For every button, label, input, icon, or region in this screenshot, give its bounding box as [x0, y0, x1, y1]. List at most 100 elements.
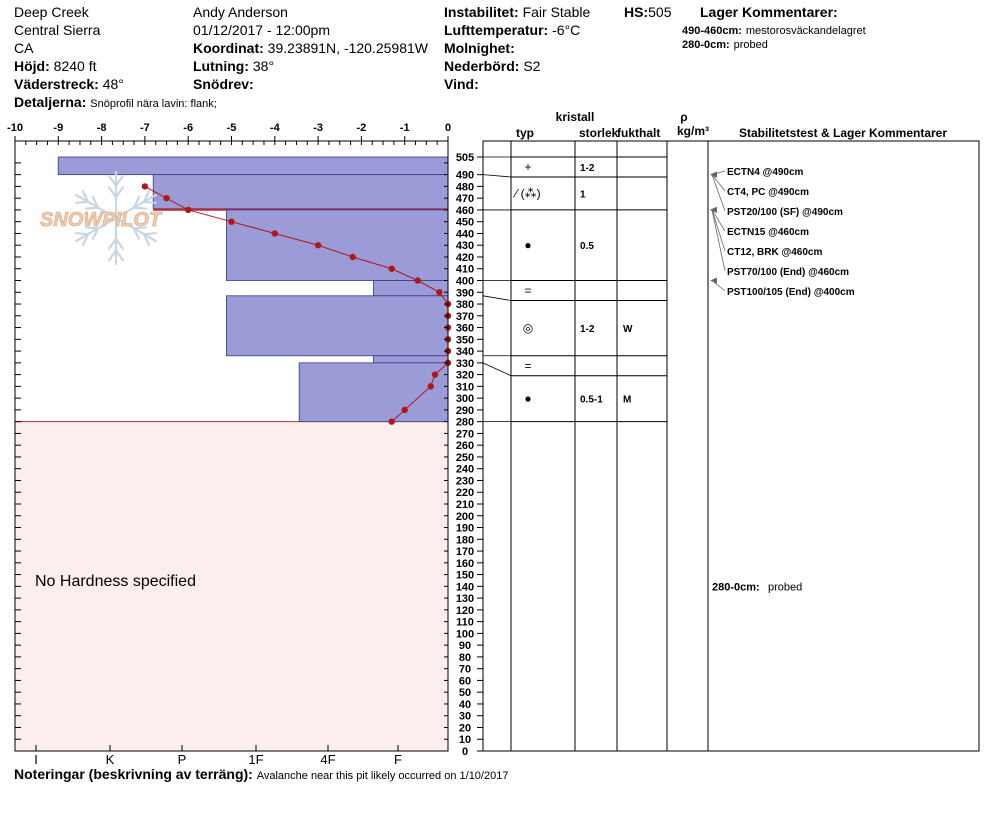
depth-label: 20	[459, 722, 471, 734]
depth-label: 80	[459, 652, 471, 664]
crystal-size: 1	[580, 189, 586, 200]
table-headers: kristall typ storlek fukthalt ρ kg/m³ St…	[516, 110, 947, 140]
depth-label: 280	[456, 417, 474, 429]
sky-label: Molnighet:	[444, 40, 515, 56]
layer-comment-2: 280-0cm: probed	[682, 36, 768, 52]
hardness-bar	[225, 295, 449, 357]
depth-label: 140	[456, 581, 474, 593]
snowflake-branch	[142, 233, 151, 247]
snowflake-arm	[75, 216, 118, 243]
snowflake-branch	[108, 249, 118, 262]
details-value: Snöprofil nära lavin: flank;	[90, 98, 217, 110]
temperature-point	[427, 383, 434, 390]
layer-comment-range: 490-460cm:	[682, 25, 742, 37]
snowflake-branch	[114, 249, 124, 262]
snowflake-branch	[132, 195, 141, 209]
axes: -10 -9 -8 -7 -6 -5 -4 -3 -2 -1 0I K P 1F 4F F5054904804…	[7, 122, 483, 767]
air-temperature: Lufttemperatur: -6°C	[444, 22, 580, 39]
stability-test: ECTN4 @490cm	[727, 167, 804, 178]
depth-label: 300	[456, 393, 474, 405]
no-hardness-label: No Hardness specified	[35, 573, 196, 590]
region: Central Sierra	[14, 22, 101, 38]
snowflake-branch	[81, 233, 90, 247]
temp-tick-label: -4	[270, 122, 281, 134]
hardness-tick-label: F	[394, 752, 402, 767]
precip-value: S2	[523, 58, 541, 74]
depth-label: 10	[459, 734, 471, 746]
crystal-header: kristall	[556, 110, 595, 124]
hs: HS:505	[624, 4, 671, 21]
snowflake-branch	[108, 186, 118, 199]
stability-arrow-line	[711, 209, 726, 232]
snowflake-branch	[108, 174, 118, 187]
snowflake-branch	[142, 189, 151, 203]
wind: Vind:	[444, 76, 479, 93]
depth-label: 350	[456, 334, 474, 346]
temp-tick-label: -2	[357, 122, 367, 134]
datetime: 01/12/2017 - 12:00pm	[193, 22, 330, 38]
snowpilot-wordmark: SNOWPILOT	[40, 209, 163, 231]
depth-label: 220	[456, 487, 474, 499]
precip-label: Nederbörd:	[444, 58, 520, 74]
state: CA	[14, 40, 34, 56]
size-header: storlek	[579, 126, 619, 140]
moisture-header: fukthalt	[617, 126, 660, 140]
depth-label: 130	[456, 593, 474, 605]
crystal-size: 1-2	[580, 324, 595, 335]
stability-label: Instabilitet:	[444, 4, 519, 20]
temperature-point	[349, 253, 356, 261]
snowflake-arm	[114, 216, 157, 243]
depth-label: 270	[456, 428, 474, 440]
elevation-label: Höjd:	[14, 58, 50, 74]
hardness-tick-label: I	[34, 752, 38, 767]
layer-connector	[482, 362, 512, 377]
temperature-point	[228, 218, 235, 225]
table-frame	[482, 140, 980, 752]
depth-label: 60	[459, 675, 471, 687]
depth-label: 250	[456, 452, 474, 464]
snowflake-icon	[75, 170, 157, 266]
temperature-point	[163, 194, 170, 202]
hardness-bar	[373, 355, 449, 364]
depth-label: 120	[456, 605, 474, 617]
depth-label: 40	[459, 699, 471, 711]
slope-label: Lutning:	[193, 58, 249, 74]
depth-label: 240	[456, 464, 474, 476]
stability-arrow-head	[710, 206, 717, 213]
snowflake-branch	[75, 232, 90, 236]
crystal-type-symbol: =	[524, 284, 531, 298]
depth-label: 420	[456, 252, 474, 264]
moisture-value: M	[623, 395, 631, 406]
depth-label: 150	[456, 570, 474, 582]
density-symbol: ρ	[680, 110, 687, 124]
temperature-point	[185, 206, 192, 214]
stability-arrow-line	[711, 174, 726, 212]
hs-value: 505	[648, 4, 672, 20]
snowflake-branch	[114, 237, 124, 250]
crystal-size: 0.5-1	[580, 395, 603, 406]
depth-label: 200	[456, 511, 474, 523]
depth-label: 260	[456, 440, 474, 452]
stability-test: PST100/105 (End) @400cm	[727, 287, 855, 298]
snowflake-branch	[132, 206, 147, 210]
layer-comment-range: 280-0cm:	[682, 39, 730, 51]
notes: Noteringar (beskrivning av terräng): Ava…	[14, 766, 508, 785]
depth-label: 370	[456, 311, 474, 323]
layer-comments-title: Lager Kommentarer:	[700, 4, 838, 20]
snowflake-branch	[114, 174, 124, 187]
coord-label: Koordinat:	[193, 40, 264, 56]
depth-label: 505	[456, 152, 474, 164]
temp-tick-label: -9	[53, 122, 63, 134]
depth-label: 410	[456, 264, 474, 276]
snowflake-branch	[108, 237, 118, 250]
drift-label: Snödrev:	[193, 76, 254, 92]
snowpilot-logo: SNOWPILOT	[40, 170, 163, 266]
no-hardness-region	[15, 421, 448, 751]
temperature-point	[388, 265, 395, 272]
crystal-type-symbol: ◎	[523, 321, 533, 335]
depth-label: 160	[456, 558, 474, 570]
snowflake-branch	[142, 200, 157, 204]
stability: Instabilitet: Fair Stable	[444, 4, 590, 21]
hardness-bar	[225, 209, 449, 281]
